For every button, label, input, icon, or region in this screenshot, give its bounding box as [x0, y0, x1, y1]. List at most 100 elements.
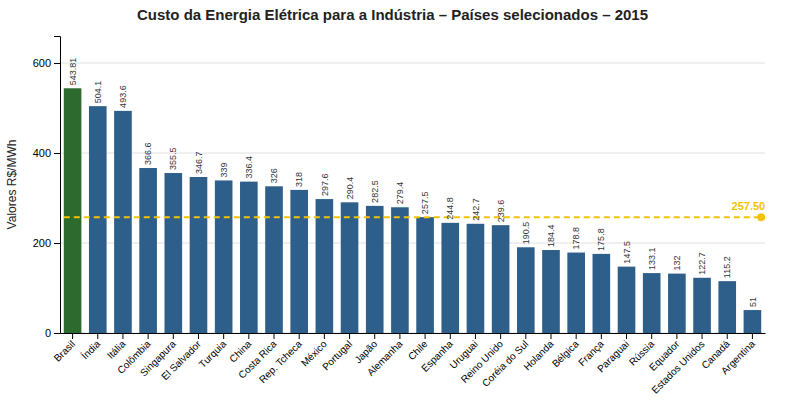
x-tick: Rep. Tcheca [257, 333, 304, 385]
chart-container: BrasilÍndiaItáliaColômbiaSingapuraEl Sal… [0, 0, 785, 417]
data-label: 290.4 [345, 177, 355, 200]
x-tick-mark [399, 333, 400, 339]
x-tick-mark [324, 333, 325, 339]
x-tick-label: Índia [79, 337, 103, 361]
x-tick-label: Holanda [521, 338, 555, 372]
bar [567, 253, 585, 333]
grid-line [60, 153, 765, 154]
x-tick-mark [223, 333, 224, 339]
bar [215, 180, 233, 333]
x-tick: Alemanha [365, 333, 405, 378]
y-tick-label: 400 [33, 147, 51, 159]
bar [668, 274, 686, 333]
bar [517, 247, 535, 333]
y-axis-title: Valores R$/MWh [5, 140, 19, 230]
x-tick: Brasil [52, 333, 77, 364]
bar [643, 273, 661, 333]
data-label: 297.6 [320, 174, 330, 197]
data-label: 51 [748, 297, 758, 307]
data-label: 184.4 [546, 224, 556, 247]
x-tick-label: Rep. Tcheca [257, 338, 304, 385]
bar [366, 206, 384, 333]
x-tick-mark [500, 333, 501, 339]
y-tick: 400 [33, 147, 60, 159]
y-tick-label: 600 [33, 57, 51, 69]
bar [64, 88, 82, 333]
y-tick-mark [54, 63, 60, 64]
x-tick-mark [274, 333, 275, 339]
data-labels: 543.81504.1493.6366.6355.5346.7339336.43… [68, 58, 758, 307]
bar [164, 173, 182, 333]
x-tick: Índia [79, 333, 103, 361]
data-label: 282.5 [370, 180, 380, 203]
y-tick: 200 [33, 237, 60, 249]
y-tick-mark [54, 243, 60, 244]
data-label: 244.8 [445, 197, 455, 220]
x-axis-line [61, 333, 766, 334]
bar [467, 224, 485, 333]
data-label: 326 [269, 168, 279, 183]
data-label: 178.8 [571, 227, 581, 250]
x-tick: Argentina [719, 333, 757, 376]
bar [89, 106, 107, 333]
data-label: 190.5 [521, 222, 531, 245]
y-tick-mark [54, 333, 60, 334]
x-tick: Estados Unidos [649, 333, 706, 396]
x-tick-label: Bélgica [550, 338, 581, 369]
data-label: 493.6 [118, 85, 128, 108]
data-label: 339 [219, 162, 229, 177]
x-tick-mark [374, 333, 375, 339]
y-axis: 0200400600 [33, 37, 61, 340]
data-label: 543.81 [68, 58, 78, 86]
x-tick-label: Alemanha [365, 338, 405, 378]
x-tick-mark [299, 333, 300, 339]
title: Custo da Energia Elétrica para a Indústr… [137, 6, 648, 23]
data-label: 242.7 [471, 198, 481, 221]
x-tick: El Salvador [159, 333, 203, 382]
x-tick-mark [475, 333, 476, 339]
bar [316, 199, 334, 333]
y-tick: 600 [33, 57, 60, 69]
x-tick-mark [727, 333, 728, 339]
x-tick-mark [601, 333, 602, 339]
bar [190, 177, 208, 333]
x-tick-label: Portugal [320, 338, 354, 372]
reference-line [64, 216, 761, 218]
x-tick: Itália [105, 333, 128, 361]
x-tick-mark [198, 333, 199, 339]
bar [492, 225, 510, 333]
bar [391, 207, 409, 333]
x-tick-mark [97, 333, 98, 339]
bar [290, 190, 308, 333]
x-tick-mark [173, 333, 174, 339]
data-label: 239.6 [496, 200, 506, 223]
data-label: 355.5 [168, 147, 178, 170]
x-tick-mark [72, 333, 73, 339]
bar [718, 281, 736, 333]
x-tick-label: El Salvador [159, 338, 203, 382]
bar [240, 182, 258, 333]
x-tick-mark [752, 333, 753, 339]
x-tick: Espanha [419, 333, 455, 374]
data-label: 346.7 [194, 151, 204, 174]
bar [265, 186, 283, 333]
data-label: 132 [672, 256, 682, 271]
x-tick-mark [702, 333, 703, 339]
x-axis: BrasilÍndiaItáliaColômbiaSingapuraEl Sal… [52, 333, 766, 396]
bar [441, 223, 459, 333]
x-tick: Coréia do Sul [480, 333, 531, 389]
x-tick-mark [651, 333, 652, 339]
y-axis-line [54, 37, 61, 334]
bar [542, 250, 560, 333]
x-tick-mark [248, 333, 249, 339]
x-tick-label: Paraguai [595, 338, 631, 374]
x-tick-mark [349, 333, 350, 339]
bar [744, 310, 762, 333]
x-tick: Holanda [521, 333, 555, 372]
data-label: 175.8 [596, 228, 606, 251]
data-label: 336.4 [244, 156, 254, 179]
data-label: 318 [294, 172, 304, 187]
bar [341, 202, 359, 333]
reference-label: 257.50 [732, 200, 766, 212]
data-label: 279.4 [395, 182, 405, 205]
